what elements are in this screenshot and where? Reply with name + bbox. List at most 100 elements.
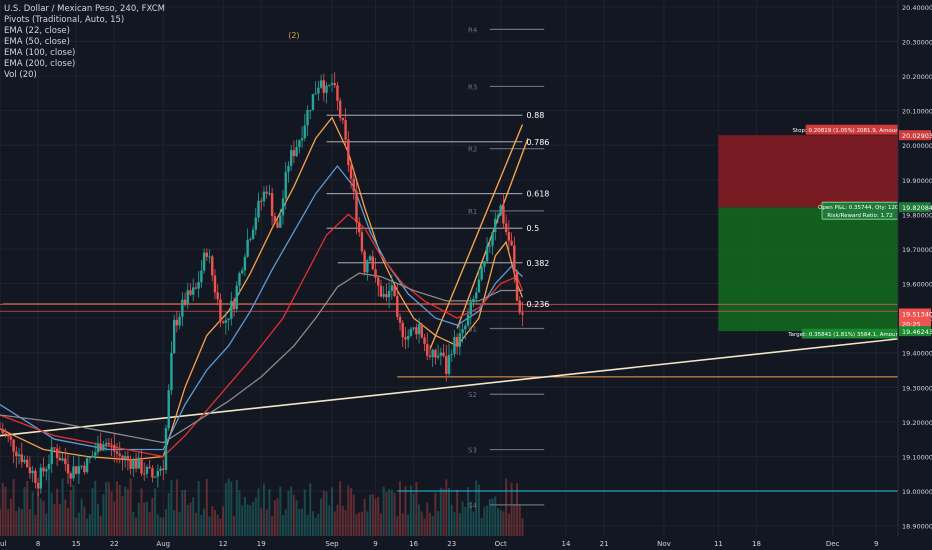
volume-bar	[428, 512, 431, 536]
volume-bar	[409, 485, 412, 536]
legend-ema-22: EMA (22, close)	[4, 26, 70, 36]
price-tick-label: 20.40000	[902, 4, 932, 12]
volume-bar	[156, 514, 159, 536]
candle-body	[145, 466, 149, 474]
candle-body	[178, 316, 181, 326]
volume-bar	[450, 504, 453, 536]
volume-bar	[322, 490, 325, 536]
volume-bar	[287, 490, 290, 536]
legend-pivots: Pivots (Traditional, Auto, 15)	[4, 15, 125, 25]
current-time-tag	[899, 318, 931, 329]
volume-bar	[382, 486, 385, 536]
candle-body	[240, 270, 244, 274]
stop-price-tag	[899, 130, 931, 141]
volume-bar	[205, 478, 208, 536]
volume-bar	[445, 479, 448, 536]
time-tick-label: 14	[562, 540, 571, 548]
volume-bar	[132, 511, 135, 536]
volume-bar	[26, 480, 29, 536]
volume-bar	[216, 514, 219, 536]
volume-bar	[431, 515, 434, 536]
candle-body	[289, 150, 293, 166]
candle-body	[189, 290, 192, 295]
volume-bar	[480, 517, 483, 536]
target-label-text: Target: 0.35841 (1.81%) 3584.1, Amount: …	[787, 332, 912, 338]
volume-bar	[137, 502, 140, 536]
trendline[interactable]	[0, 338, 899, 437]
candle-body	[72, 466, 75, 479]
volume-bar	[483, 506, 486, 536]
candle-body	[153, 476, 157, 478]
candle-body	[224, 320, 228, 323]
legend-ema-200: EMA (200, close)	[4, 59, 76, 69]
candle-body	[31, 470, 34, 474]
candle-body	[442, 352, 445, 357]
candle-body	[140, 457, 143, 474]
volume-bar	[61, 478, 64, 536]
volume-bar	[164, 509, 167, 536]
volume-bar	[418, 504, 421, 536]
candle-body	[284, 171, 287, 199]
price-tick-label: 19.60000	[902, 281, 932, 289]
candle-body	[347, 139, 350, 166]
volume-bar	[423, 518, 426, 536]
candle-body	[181, 299, 184, 317]
candle-body	[183, 299, 187, 305]
volume-bar	[186, 504, 189, 536]
volume-bar	[159, 517, 162, 536]
candle-body	[58, 457, 62, 461]
candle-body	[455, 336, 459, 347]
price-tick-label: 19.00000	[902, 488, 932, 496]
target-price-tag	[899, 326, 931, 337]
volume-bar	[401, 513, 404, 536]
legend-ema-50: EMA (50, close)	[4, 37, 70, 47]
volume-bar	[363, 498, 366, 536]
volume-bar	[282, 515, 285, 536]
candle-body	[330, 82, 334, 85]
volume-bar	[1, 482, 4, 536]
candle-body	[338, 100, 342, 118]
candle-body	[219, 299, 222, 322]
volume-bar	[121, 496, 124, 536]
volume-bar	[494, 496, 497, 536]
volume-bar	[366, 511, 369, 536]
price-tick-label: 20.30000	[902, 38, 932, 46]
time-tick-label: 12	[219, 540, 228, 548]
volume-bar	[499, 509, 502, 536]
volume-bar	[477, 484, 480, 536]
candle-body	[295, 147, 298, 157]
candle-body	[227, 318, 230, 321]
candle-body	[202, 252, 206, 271]
candle-body	[417, 324, 421, 335]
candle-body	[134, 459, 138, 469]
volume-bar	[200, 515, 203, 536]
volume-bar	[265, 509, 268, 536]
candle-body	[28, 467, 32, 474]
volume-bar	[67, 507, 70, 536]
volume-bar	[189, 502, 192, 536]
candle-body	[344, 120, 347, 140]
volume-bar	[91, 487, 94, 536]
candle-body	[466, 314, 470, 326]
candle-body	[385, 294, 388, 298]
volume-bar	[330, 487, 333, 536]
volume-bar	[390, 489, 393, 536]
candle-body	[249, 238, 252, 240]
candle-body	[50, 447, 53, 464]
volume-bar	[271, 515, 274, 536]
volume-bar	[15, 510, 18, 536]
volume-bar	[238, 489, 241, 536]
volume-bar	[407, 514, 410, 536]
candle-body	[491, 232, 494, 246]
candle-body	[428, 355, 432, 357]
candle-body	[358, 222, 361, 233]
candle-body	[287, 165, 290, 172]
candle-body	[420, 324, 423, 338]
volume-bar	[126, 489, 129, 536]
volume-bar	[314, 517, 317, 536]
volume-bar	[243, 496, 246, 536]
candle-body	[148, 466, 151, 469]
volume-bar	[374, 498, 377, 536]
